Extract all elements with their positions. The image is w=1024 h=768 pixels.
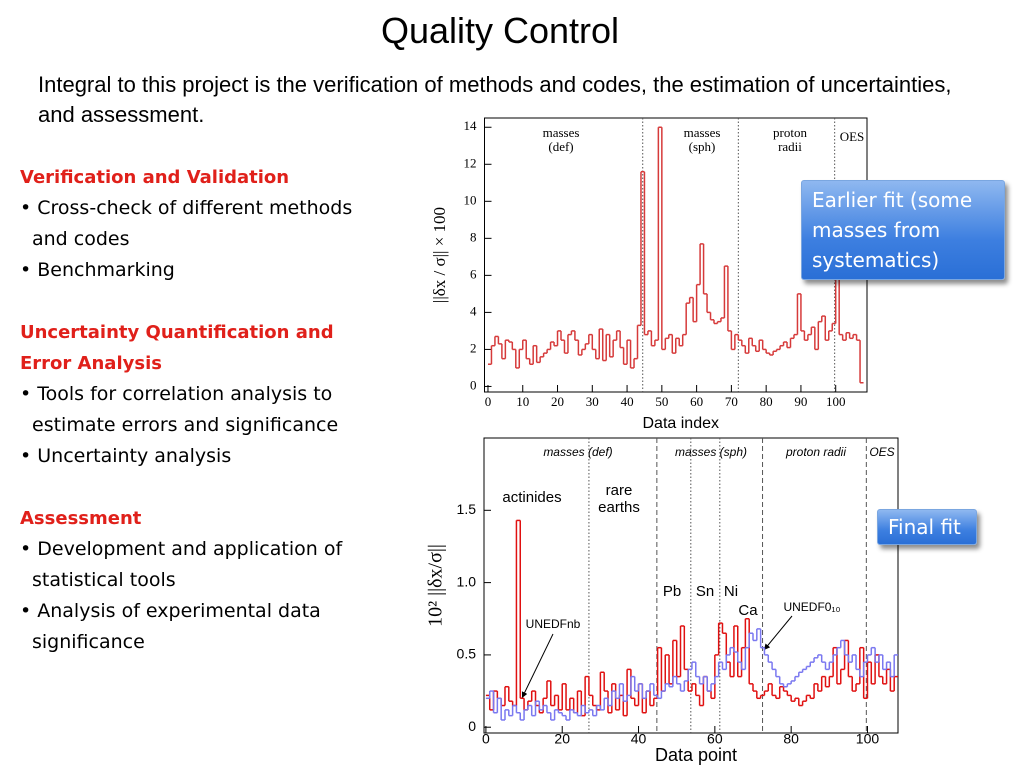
- y-tick-label: 0: [468, 718, 476, 734]
- series-label: UNEDF0₁₀: [783, 600, 840, 614]
- y-tick-label: 12: [464, 155, 477, 170]
- region-label: proton radii: [773, 125, 807, 155]
- y-tick-label: 6: [470, 266, 477, 281]
- series-label: UNEDFnb: [526, 617, 581, 631]
- region-label: masses (def): [543, 445, 613, 459]
- y-tick-label: 1.0: [457, 573, 477, 589]
- x-tick-label: 100: [826, 394, 846, 409]
- x-tick-label: 100: [856, 731, 880, 747]
- y-tick-label: 4: [470, 303, 477, 318]
- section-heading: Verification and Validation: [20, 167, 290, 188]
- x-tick-label: 40: [631, 731, 647, 747]
- annotation: Sn: [695, 583, 715, 600]
- region-label: masses (def): [542, 125, 580, 155]
- region-label: masses (sph): [683, 125, 721, 155]
- x-tick-label: 80: [783, 731, 799, 747]
- left-column: Verification and Validation Cross-check o…: [20, 162, 385, 689]
- y-axis-label: ||δx / σ|| × 100: [430, 207, 449, 303]
- region-label: proton radii: [785, 445, 847, 459]
- x-tick-label: 90: [794, 394, 807, 409]
- arrow: [763, 615, 793, 651]
- y-tick-label: 10: [464, 192, 477, 207]
- annotation: Ni: [723, 583, 739, 600]
- annotation: Pb: [662, 583, 682, 600]
- section: Verification and Validation Cross-check o…: [20, 162, 385, 286]
- arrow: [521, 633, 554, 699]
- x-tick-label: 70: [725, 394, 738, 409]
- annotation: actinides: [502, 489, 562, 506]
- x-tick-label: 0: [485, 394, 492, 409]
- callout: Earlier fit (some masses from systematic…: [801, 180, 1005, 280]
- section: Uncertainty Quantification and Error Ana…: [20, 317, 385, 472]
- region-label: OES: [839, 129, 865, 144]
- bullet: Analysis of experimental data significan…: [20, 596, 385, 658]
- bullet: Tools for correlation analysis to estima…: [20, 379, 385, 441]
- section-heading: Assessment: [20, 508, 142, 529]
- intro-text: Integral to this project is the verifica…: [38, 72, 952, 127]
- x-tick-label: 50: [655, 394, 668, 409]
- x-axis-label: Data point: [655, 745, 737, 765]
- x-tick-label: 30: [586, 394, 599, 409]
- callout: Final fit: [877, 509, 977, 545]
- bullet: Benchmarking: [20, 255, 385, 286]
- x-tick-label: 10: [516, 394, 529, 409]
- x-tick-label: 40: [621, 394, 634, 409]
- x-tick-label: 0: [482, 731, 490, 747]
- x-axis-label: Data index: [643, 415, 720, 432]
- annotation: Ca: [738, 602, 758, 619]
- section-heading: Uncertainty Quantification and Error Ana…: [20, 322, 334, 374]
- bullet: Development and application of statistic…: [20, 534, 385, 596]
- annotation: rare earths: [598, 482, 640, 516]
- region-label: masses (sph): [674, 445, 748, 459]
- x-tick-label: 60: [707, 731, 723, 747]
- y-axis-label: 10² ||δx/σ||: [425, 544, 447, 627]
- bullet: Uncertainty analysis: [20, 441, 385, 472]
- section: Assessment Development and application of…: [20, 503, 385, 658]
- region-label: OES: [869, 445, 895, 459]
- y-tick-label: 8: [470, 229, 477, 244]
- bullet: Cross-check of different methods and cod…: [20, 193, 385, 255]
- y-tick-label: 0.5: [457, 646, 477, 662]
- y-tick-label: 2: [470, 340, 477, 355]
- x-tick-label: 20: [551, 394, 564, 409]
- y-tick-label: 1.5: [457, 501, 477, 517]
- slide-title: Quality Control: [380, 10, 620, 51]
- y-tick-label: 0: [470, 377, 477, 392]
- x-tick-label: 80: [760, 394, 773, 409]
- x-tick-label: 60: [690, 394, 703, 409]
- x-tick-label: 20: [554, 731, 570, 747]
- y-tick-label: 14: [464, 118, 478, 133]
